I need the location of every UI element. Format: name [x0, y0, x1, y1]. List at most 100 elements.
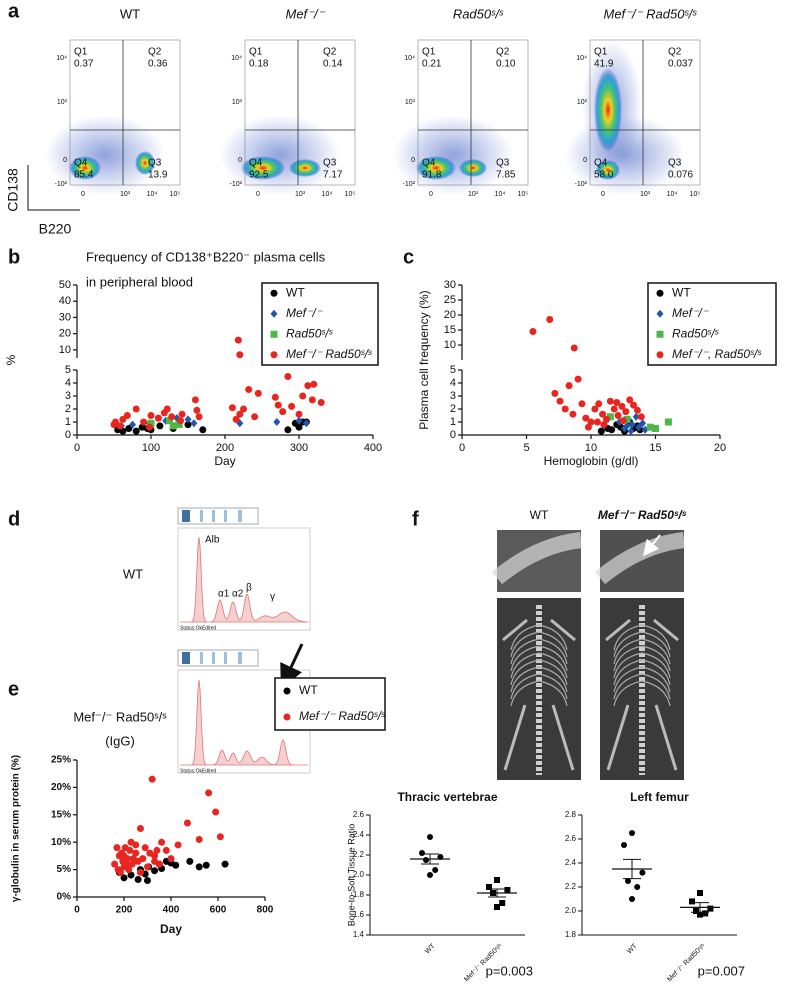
y-tick-label: 10³	[405, 99, 416, 106]
y-tick-label: -10²	[230, 181, 243, 188]
point	[144, 863, 151, 871]
point	[693, 908, 699, 914]
gel-band	[182, 510, 190, 522]
legend-marker	[270, 330, 278, 338]
point	[639, 419, 647, 428]
y-tick-label: 2.0	[353, 870, 365, 879]
point	[295, 423, 303, 431]
y-tick-label: 10³	[577, 99, 588, 106]
quadrant-name: Q1	[249, 47, 263, 58]
panel-letter: f	[412, 508, 419, 530]
point	[147, 419, 155, 427]
point	[151, 857, 159, 865]
point	[166, 417, 173, 425]
rib	[510, 652, 568, 679]
y-tick-label: 2.6	[353, 810, 365, 819]
point	[245, 386, 253, 393]
y-tick-label: 0	[450, 429, 456, 441]
y-tick-label: 2.2	[353, 850, 365, 859]
point	[302, 419, 310, 428]
point	[707, 905, 714, 912]
density-blob	[289, 159, 321, 177]
point	[427, 872, 433, 878]
point	[486, 884, 492, 890]
point	[570, 344, 578, 352]
point	[154, 414, 162, 422]
y-tick-label: 1.8	[353, 890, 365, 899]
point	[205, 789, 213, 797]
point	[494, 904, 500, 910]
point	[578, 400, 586, 408]
quadrant-value: 92.5	[249, 170, 269, 181]
density-blob	[69, 156, 101, 180]
y-tick-label: 3	[65, 390, 71, 402]
point	[254, 389, 262, 397]
point	[120, 874, 128, 882]
point	[419, 850, 425, 856]
point	[190, 419, 198, 428]
axis-label: B220	[39, 221, 72, 237]
point	[123, 412, 131, 419]
point	[184, 421, 192, 429]
y-tick-label: -10²	[403, 181, 416, 188]
point	[236, 351, 244, 359]
point	[574, 375, 582, 383]
point	[195, 835, 203, 843]
x-tick-label: 10³	[295, 191, 306, 198]
y-axis-label: %	[4, 354, 18, 365]
point	[499, 900, 506, 906]
point	[141, 844, 149, 852]
point	[299, 392, 307, 400]
density-trace	[180, 679, 308, 766]
point	[136, 868, 144, 876]
y-tick-label: 10⁴	[231, 55, 242, 62]
legend-label: WT	[286, 285, 305, 299]
axis-key	[27, 165, 80, 211]
chart-title: Frequency of CD138⁺B220⁻ plasma cells	[86, 249, 326, 264]
rib	[613, 680, 671, 707]
gel-band	[212, 510, 215, 522]
quadrant-value: 7.17	[323, 170, 343, 181]
panel-letter: d	[8, 508, 20, 530]
point	[634, 884, 641, 890]
point	[184, 415, 192, 424]
point	[623, 421, 631, 430]
panel-letter: b	[8, 246, 20, 268]
rib	[613, 638, 671, 665]
point	[584, 423, 592, 431]
quadrant-name: Q2	[668, 47, 682, 58]
error-bar	[421, 853, 439, 865]
x-tick-label: 15	[649, 442, 661, 454]
point	[639, 869, 646, 876]
x-tick-label: 10⁴	[147, 191, 158, 198]
y-tick-label: 0%	[57, 892, 72, 903]
x-axis-label: Day	[160, 922, 182, 936]
point	[129, 420, 136, 429]
gel-band	[200, 652, 203, 664]
panel-title: Mef⁻/⁻	[285, 6, 325, 21]
peak-label: α2	[232, 589, 244, 600]
point	[697, 911, 703, 918]
rib	[510, 624, 568, 651]
point	[621, 842, 627, 848]
point	[591, 405, 599, 413]
y-tick-label: 2.4	[565, 858, 577, 867]
legend-label: Mef⁻/⁻ Rad50ˢ/ˢ	[286, 347, 373, 361]
y-tick-label: 10%	[51, 837, 71, 848]
point	[167, 855, 175, 863]
y-tick-label: 10	[444, 339, 456, 351]
legend-box	[261, 282, 379, 366]
y-tick-label: 0	[583, 157, 587, 164]
legend-marker	[270, 309, 278, 318]
point	[156, 422, 164, 430]
point	[427, 834, 433, 840]
point	[169, 422, 177, 430]
panel-title: WT	[120, 6, 140, 21]
point	[236, 410, 244, 418]
bone-closeup	[491, 532, 583, 585]
quadrant-value: 91.8	[422, 170, 442, 181]
x-tick-label: 10³	[468, 191, 479, 198]
quadrant-name: Q4	[422, 158, 436, 169]
y-tick-label: 10	[59, 344, 71, 356]
quadrant-value: 0.076	[668, 170, 693, 181]
